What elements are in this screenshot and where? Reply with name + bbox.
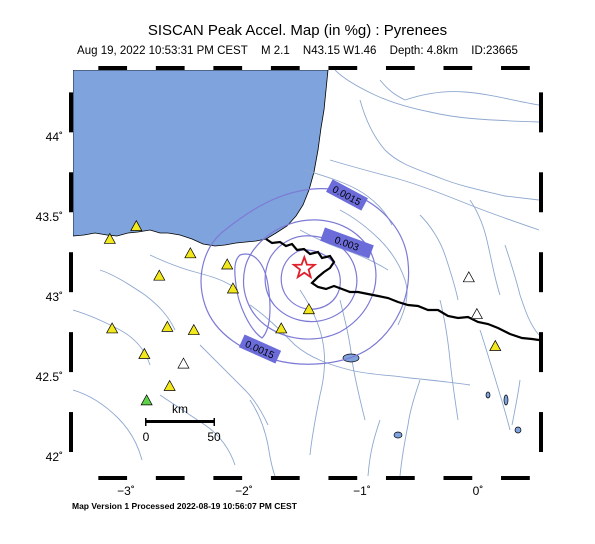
contour-label-bg-2 xyxy=(320,227,374,259)
station-triangle-icon xyxy=(275,322,288,334)
map-title: SISCAN Peak Accel. Map (in %g) : Pyrenee… xyxy=(147,22,448,39)
scale-unit: km xyxy=(172,402,188,416)
station-triangle-icon xyxy=(187,323,200,335)
scale-start-label: 0 xyxy=(143,430,150,444)
contour-side xyxy=(234,253,271,339)
x-axis-labels: −3˚ −2˚ −1˚ 0˚ xyxy=(117,484,483,498)
y-tick-label: 42˚ xyxy=(46,450,63,464)
map-footer: Map Version 1 Processed 2022-08-19 10:56… xyxy=(72,501,297,511)
scale-bar-line xyxy=(145,420,215,423)
map-subtitle: Aug 19, 2022 10:53:31 PM CEST M 2.1 N43.… xyxy=(0,45,595,57)
y-tick-label: 43˚ xyxy=(46,290,63,304)
station-triangle-icon xyxy=(489,339,502,351)
y-tick-label: 44˚ xyxy=(46,130,63,144)
station-triangle-icon xyxy=(103,232,116,244)
event-datetime: Aug 19, 2022 10:53:31 PM CEST xyxy=(77,45,248,57)
station-triangle-icon xyxy=(470,307,483,319)
station-markers xyxy=(103,219,502,406)
national-border xyxy=(265,238,539,342)
station-triangle-icon xyxy=(221,258,234,270)
event-depth: Depth: 4.8km xyxy=(389,45,459,57)
station-triangle-icon xyxy=(177,357,190,369)
x-tick-label: −3˚ xyxy=(117,484,135,498)
contour-inner xyxy=(264,235,358,323)
contour-label-bg-1 xyxy=(326,179,368,211)
contour-core xyxy=(280,249,341,310)
station-triangle-icon xyxy=(462,271,475,283)
station-triangle-icon xyxy=(184,247,197,259)
star-icon xyxy=(291,254,318,280)
station-triangle-icon xyxy=(138,347,151,359)
event-magnitude: M 2.1 xyxy=(260,45,290,57)
station-triangle-icon xyxy=(106,322,119,334)
y-tick-label: 42.5˚ xyxy=(36,370,63,384)
y-tick-label: 43.5˚ xyxy=(36,210,63,224)
x-tick-label: −1˚ xyxy=(353,484,371,498)
station-triangle-icon xyxy=(163,379,176,391)
station-triangle-icon xyxy=(153,269,166,281)
y-axis-labels: 44˚ 43.5˚ 43˚ 42.5˚ 42˚ xyxy=(36,130,63,464)
station-triangle-icon xyxy=(140,394,153,406)
x-tick-label: 0˚ xyxy=(473,484,484,498)
sea-area xyxy=(73,70,329,247)
station-triangle-icon xyxy=(302,303,315,315)
station-triangle-icon xyxy=(226,282,240,294)
scale-end-label: 50 xyxy=(207,430,221,444)
station-triangle-icon xyxy=(161,320,174,332)
contour-label-bg-3 xyxy=(238,334,282,364)
scale-bar: km 0 50 xyxy=(143,402,221,444)
event-id: ID:23665 xyxy=(471,45,518,57)
epicenter-marker xyxy=(291,254,318,280)
event-location: N43.15 W1.46 xyxy=(302,45,377,57)
station-triangle-icon xyxy=(130,219,143,231)
x-tick-label: −2˚ xyxy=(235,484,253,498)
